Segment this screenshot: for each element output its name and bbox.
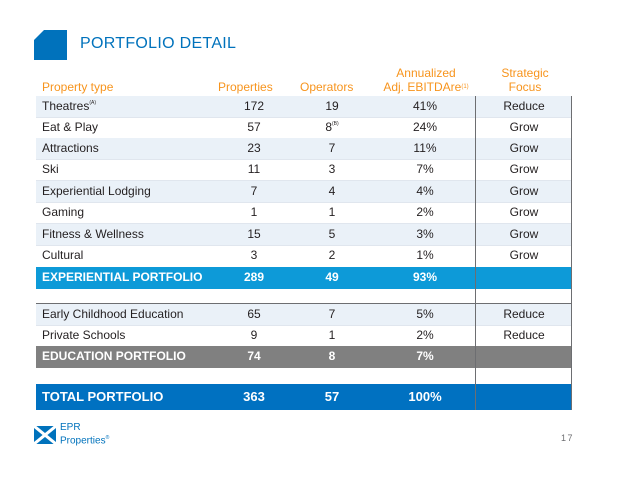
header-strategic-focus: Strategic Focus [478,66,572,94]
ebitdare-cell: 1% [416,248,434,262]
logo-registered-mark: ® [105,435,110,441]
focus-cell: Reduce [503,307,545,321]
ebitdare-cell: 7% [416,162,434,176]
header-ebitdare-line2: Adj. EBITDAre [383,80,462,94]
operators-cell: 3 [328,162,336,176]
focus-cell: Grow [509,248,539,262]
table-row: Theatres(A) 172 19 41% Reduce [36,96,572,118]
table-row: Cultural 3 2 1% Grow [36,245,572,266]
logo-wordmark: EPR Properties® [60,423,109,446]
ebitdare-cell: 11% [413,141,437,155]
footnote-marker: (B) [332,121,339,127]
header-property-type: Property type [42,80,114,94]
table-row: Ski 11 3 7% Grow [36,159,572,181]
properties-cell: 15 [247,227,261,241]
property-type-cell: Attractions [42,141,99,155]
focus-column-divider [571,96,572,410]
operators-cell: 1 [328,328,336,342]
properties-cell: 11 [247,162,261,176]
header-focus-line1: Strategic [501,66,549,80]
ebitdare-cell: 2% [416,328,434,342]
property-type-cell: Ski [42,162,59,176]
properties-cell: 57 [247,120,261,134]
ebitdare-cell: 5% [416,307,434,321]
operators-cell: 1 [328,205,336,219]
property-type-cell: Eat & Play [42,120,99,134]
focus-cell: Grow [509,162,539,176]
properties-cell: 7 [250,184,258,198]
ebitdare-cell: 93% [412,270,438,284]
total-portfolio-row: TOTAL PORTFOLIO 363 57 100% [36,384,572,410]
properties-cell: 65 [247,307,261,321]
focus-cell: Reduce [503,328,545,342]
operators-cell: 7 [328,141,336,155]
subtotal-label: EDUCATION PORTFOLIO [42,349,186,363]
footnote-marker: (A) [89,100,97,106]
table-row: Gaming 1 1 2% Grow [36,202,572,224]
education-portfolio-row: EDUCATION PORTFOLIO 74 8 7% [36,346,572,368]
experiential-portfolio-row: EXPERIENTIAL PORTFOLIO 289 49 93% [36,267,572,289]
focus-cell: Grow [509,227,539,241]
header-ebitdare-line1: Annualized [396,66,456,80]
properties-cell: 9 [250,328,258,342]
property-type-cell: Gaming [42,205,85,219]
focus-column-divider [475,96,476,410]
focus-cell: Grow [509,205,539,219]
properties-cell: 363 [243,389,265,404]
table-row: Experiential Lodging 7 4 4% Grow [36,181,572,203]
operators-cell: 57 [324,389,340,404]
properties-cell: 3 [250,248,258,262]
operators-cell: 8 [328,349,336,363]
property-type-cell: Experiential Lodging [42,184,151,198]
header-ebitdare-note: (1) [461,84,469,90]
property-type-cell: Early Childhood Education [42,307,184,321]
ebitdare-cell: 3% [416,227,434,241]
header-properties: Properties [218,80,273,94]
subtotal-label: EXPERIENTIAL PORTFOLIO [42,270,203,284]
properties-cell: 23 [247,141,261,155]
operators-cell: 19 [325,99,339,113]
logo-mark-icon [34,426,56,444]
table-row: Early Childhood Education 65 7 5% Reduce [36,304,572,326]
operators-cell: 4 [328,184,336,198]
header-ebitdare: Annualized Adj. EBITDAre(1) [376,66,476,94]
title-mark [34,30,67,60]
properties-cell: 74 [247,349,261,363]
page-number: 17 [561,433,575,443]
total-label: TOTAL PORTFOLIO [42,389,164,404]
logo-line2: Properties [60,435,106,447]
table-row: Eat & Play 57 8(B) 24% Grow [36,117,572,139]
ebitdare-cell: 41% [412,99,438,113]
properties-cell: 289 [243,270,265,284]
operators-cell: 5 [328,227,336,241]
focus-cell: Grow [509,141,539,155]
table-row: Attractions 23 7 11% Grow [36,138,572,160]
table-row: Fitness & Wellness 15 5 3% Grow [36,224,572,246]
page-title: PORTFOLIO DETAIL [80,35,237,52]
properties-cell: 1 [250,205,258,219]
property-type-cell: Private Schools [42,328,126,342]
focus-cell: Grow [509,120,539,134]
property-type-cell: Theatres(A) [42,99,97,113]
properties-cell: 172 [243,99,265,113]
table-row: Private Schools 9 1 2% Reduce [36,325,572,346]
property-type-cell: Fitness & Wellness [42,227,144,241]
logo-line1: EPR [60,422,81,433]
ebitdare-cell: 7% [416,349,434,363]
focus-cell: Grow [509,184,539,198]
header-focus-line2: Focus [508,80,542,94]
ebitdare-cell: 100% [408,389,442,404]
focus-cell: Reduce [503,99,545,113]
operators-cell: 2 [328,248,336,262]
header-operators: Operators [300,80,354,94]
operators-cell: 49 [325,270,339,284]
operators-cell: 8(B) [325,120,339,134]
property-type-cell: Cultural [42,248,84,262]
table-border-line [36,303,572,304]
operators-cell: 7 [328,307,336,321]
ebitdare-cell: 24% [412,120,438,134]
ebitdare-cell: 2% [416,205,434,219]
ebitdare-cell: 4% [416,184,434,198]
